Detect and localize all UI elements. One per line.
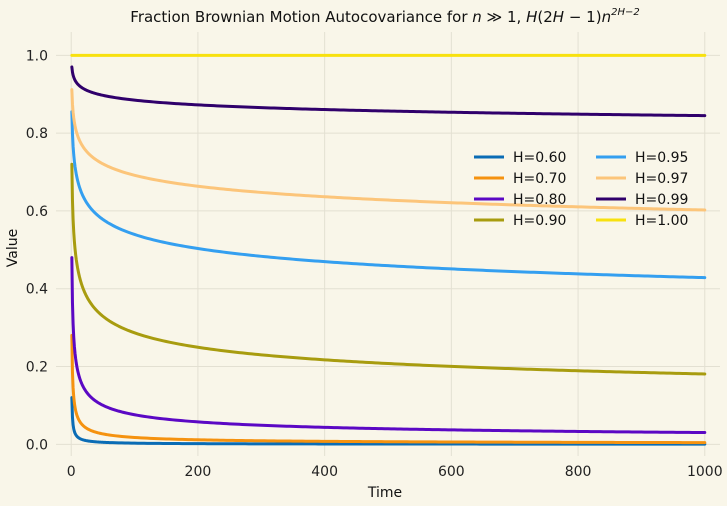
x-tick-label: 1000	[687, 464, 723, 480]
legend-label: H=0.70	[513, 171, 566, 187]
series-line-h-0-99	[70, 65, 707, 118]
y-tick-label: 0.0	[26, 437, 48, 453]
legend-label: H=0.99	[635, 192, 688, 208]
series-line-h-0-70	[70, 333, 707, 445]
y-tick-label: 1.0	[26, 48, 48, 64]
x-tick-label: 400	[311, 464, 338, 480]
legend-label: H=0.95	[635, 150, 688, 166]
series-line-h-0-97	[70, 88, 707, 212]
chart-title: Fraction Brownian Motion Autocovariance …	[130, 7, 639, 26]
series-line-h-0-80	[70, 256, 707, 435]
series-line-h-0-60	[70, 396, 707, 446]
legend-entry-h-0-70: H=0.70	[474, 171, 566, 187]
y-tick-label: 0.6	[26, 204, 48, 220]
y-tick-label: 0.4	[26, 282, 48, 298]
legend-label: H=1.00	[635, 213, 688, 229]
legend-entry-h-1-00: H=1.00	[596, 213, 688, 229]
legend-entry-h-0-95: H=0.95	[596, 150, 688, 166]
legend-label: H=0.97	[635, 171, 688, 187]
legend-label: H=0.80	[513, 192, 566, 208]
series-line-h-0-90	[70, 162, 707, 376]
x-tick-labels: 0 200 400 600 800 1000	[67, 464, 723, 480]
legend-label: H=0.90	[513, 213, 566, 229]
legend-entry-h-0-80: H=0.80	[474, 192, 566, 208]
y-tick-labels: 0.0 0.2 0.4 0.6 0.8 1.0	[26, 48, 48, 453]
legend: H=0.60 H=0.70 H=0.80 H=0.90 H=0.95 H=0.97 H=0.…	[474, 150, 688, 229]
legend-entry-h-0-90: H=0.90	[474, 213, 566, 229]
y-tick-label: 0.8	[26, 126, 48, 142]
y-tick-label: 0.2	[26, 360, 48, 376]
legend-entry-h-0-60: H=0.60	[474, 150, 566, 166]
series-line-h-0-95	[70, 110, 707, 280]
legend-entry-h-0-99: H=0.99	[596, 192, 688, 208]
series-layer	[70, 53, 707, 446]
x-axis-label: Time	[367, 485, 402, 501]
x-tick-label: 0	[67, 464, 76, 480]
x-tick-label: 200	[185, 464, 212, 480]
x-tick-label: 600	[438, 464, 465, 480]
x-tick-label: 800	[565, 464, 592, 480]
legend-entry-h-0-97: H=0.97	[596, 171, 688, 187]
legend-label: H=0.60	[513, 150, 566, 166]
y-axis-label: Value	[5, 229, 21, 267]
